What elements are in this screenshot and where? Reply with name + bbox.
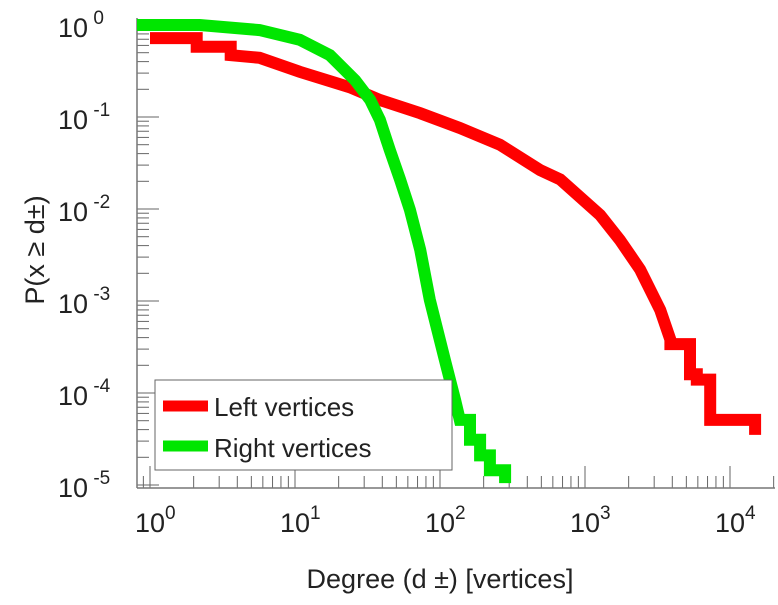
series-line-right-vertices [137, 19, 512, 484]
x-tick-label: 104 [715, 503, 756, 538]
x-tick-label: 101 [280, 503, 321, 538]
x-tick-labels: 100 101 102 103 104 [135, 503, 756, 538]
x-tick-label: 103 [570, 503, 611, 538]
legend-label-right: Right vertices [214, 433, 372, 463]
y-axis-label: P(x ≥ d±) [20, 195, 50, 304]
x-tick-label: 102 [425, 503, 466, 538]
legend-label-left: Left vertices [214, 392, 354, 422]
y-tick-labels: 10 0 10 -1 10 -2 10 -3 10 -4 10 -5 [58, 8, 111, 503]
y-tick-label: 10 -5 [58, 468, 110, 503]
y-tick-label: 10 -1 [58, 100, 110, 135]
y-tick-label: 10 0 [58, 8, 104, 43]
series-line-left-vertices [150, 32, 762, 435]
y-tick-label: 10 -3 [58, 284, 110, 319]
series-group [137, 19, 762, 484]
y-tick-label: 10 -4 [58, 376, 111, 411]
x-axis-label: Degree (d ±) [vertices] [307, 564, 574, 594]
legend: Left vertices Right vertices [154, 379, 453, 471]
y-tick-label: 10 -2 [58, 192, 110, 227]
x-tick-label: 100 [135, 503, 176, 538]
legend-box [154, 379, 453, 471]
